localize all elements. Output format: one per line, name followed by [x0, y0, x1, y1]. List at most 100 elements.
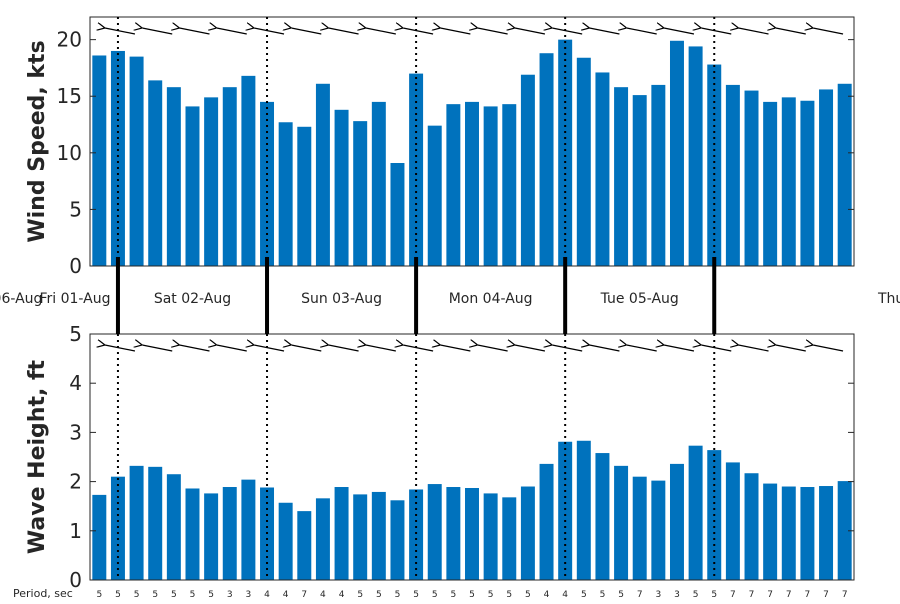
period-value: 3 — [655, 590, 661, 600]
period-value: 5 — [581, 590, 587, 600]
period-value: 3 — [674, 590, 680, 600]
wind-speed-bar — [446, 104, 461, 267]
wind-speed-direction-arrow — [105, 28, 136, 35]
wave-height-bar — [483, 493, 498, 580]
wave-height-direction-arrow — [329, 345, 359, 352]
wind-speed-bar — [483, 106, 498, 266]
wave-height-direction-arrow — [105, 345, 136, 352]
wind-speed-bar — [297, 126, 312, 266]
wind-speed-bar — [241, 75, 256, 266]
wave-height-bar — [110, 476, 125, 580]
wind-speed-bar — [390, 163, 405, 266]
wave-height-bar — [297, 511, 312, 580]
wave-height-frame — [89, 333, 855, 581]
wave-height-ytick-label: 0 — [69, 568, 82, 592]
wind-speed-bar — [334, 109, 349, 267]
wave-height-bar — [371, 491, 386, 580]
wind-speed-direction-arrow — [217, 28, 247, 35]
wave-height-direction-arrow — [478, 345, 508, 352]
period-value: 5 — [600, 590, 606, 600]
wind-speed-panel: 0 5 10 15 20 Wind Speed, kts — [25, 16, 855, 278]
period-value: 5 — [711, 590, 717, 600]
period-value: 5 — [134, 590, 140, 600]
wind-speed-direction-arrow — [701, 28, 732, 35]
wave-height-bar — [558, 441, 573, 580]
day-label: Sat 02-Aug — [154, 291, 231, 307]
period-value: 3 — [246, 590, 252, 600]
period-value: 5 — [525, 590, 531, 600]
wind-speed-bar — [819, 89, 834, 266]
wind-speed-bar — [558, 39, 573, 266]
wave-height-bar — [222, 487, 237, 580]
wind-speed-ytick-label: 0 — [69, 254, 82, 278]
wind-speed-bar — [595, 72, 610, 266]
wave-height-direction-arrow — [589, 345, 620, 352]
wave-height-ytick-label: 5 — [69, 322, 82, 346]
period-value: 5 — [152, 590, 158, 600]
wind-speed-direction-arrow — [329, 28, 359, 35]
wave-height-direction-arrow — [739, 345, 769, 352]
wind-speed-bar — [725, 84, 740, 266]
period-value: 5 — [115, 590, 121, 600]
wind-speed-bar — [502, 104, 517, 267]
day-label: Fri 01-Aug — [39, 291, 110, 307]
wave-height-direction-arrow — [254, 345, 285, 352]
period-value: 5 — [208, 590, 214, 600]
day-label: Tue 05-Aug — [600, 291, 679, 307]
wind-speed-bar — [744, 90, 759, 267]
wave-height-bar — [800, 487, 815, 580]
wind-speed-ytick-label: 10 — [57, 141, 82, 165]
wave-height-ytick-label: 2 — [69, 470, 82, 494]
wind-speed-bar — [800, 100, 815, 266]
wind-speed-bar — [688, 46, 703, 266]
period-value: 7 — [637, 590, 643, 600]
wind-speed-direction-arrow — [291, 28, 322, 35]
wind-speed-ylabel: Wind Speed, kts — [25, 40, 50, 242]
wind-speed-ytick-label: 5 — [69, 197, 82, 221]
wave-height-bar — [166, 474, 181, 580]
wave-height-ytick-label: 4 — [69, 371, 82, 395]
wave-height-bar — [520, 486, 535, 580]
period-value: 5 — [450, 590, 456, 600]
period-value: 5 — [469, 590, 475, 600]
wind-speed-bar — [204, 97, 219, 266]
period-value: 5 — [432, 590, 438, 600]
period-value: 5 — [693, 590, 699, 600]
wave-height-ytick-label: 1 — [69, 519, 82, 543]
wave-height-bar — [819, 486, 834, 580]
wind-speed-direction-arrow — [366, 28, 396, 35]
wind-speed-bar — [148, 80, 163, 266]
wave-height-bar — [390, 500, 405, 580]
wind-speed-bar — [315, 83, 330, 266]
wave-height-bar — [539, 463, 554, 580]
wave-height-bar — [669, 463, 684, 580]
wave-height-bar — [781, 486, 796, 580]
wave-height-direction-arrow — [627, 345, 657, 352]
day-label: Sun 03-Aug — [301, 291, 382, 307]
period-value: 5 — [96, 590, 102, 600]
period-value: 5 — [395, 590, 401, 600]
wave-height-bar — [185, 488, 200, 580]
wind-speed-direction-arrow — [254, 28, 285, 35]
period-value: 7 — [842, 590, 848, 600]
wind-speed-direction-arrow — [664, 28, 695, 35]
wind-speed-bar — [837, 83, 852, 266]
wave-height-bar — [92, 494, 107, 580]
wave-height-direction-arrow — [403, 345, 434, 352]
wind-speed-direction-arrow — [627, 28, 657, 35]
wind-speed-bar — [110, 50, 125, 266]
day-labels-strip: Fri 01-Aug Sat 02-Aug Sun 03-Aug Mon 04-Aug… — [0, 257, 900, 334]
wind-speed-direction-arrow — [776, 28, 806, 35]
wave-height-direction-arrow — [813, 345, 844, 352]
wind-speed-direction-arrow — [179, 28, 210, 35]
wind-speed-bar — [465, 101, 479, 267]
wind-speed-direction-arrow — [552, 28, 583, 35]
wind-speed-bar — [651, 84, 666, 266]
wave-height-bar — [744, 473, 759, 580]
wave-height-direction-arrow — [664, 345, 695, 352]
period-value: 4 — [562, 590, 568, 600]
wind-speed-bar — [781, 97, 796, 266]
wind-speed-bar — [353, 121, 368, 266]
period-value: 5 — [357, 590, 363, 600]
